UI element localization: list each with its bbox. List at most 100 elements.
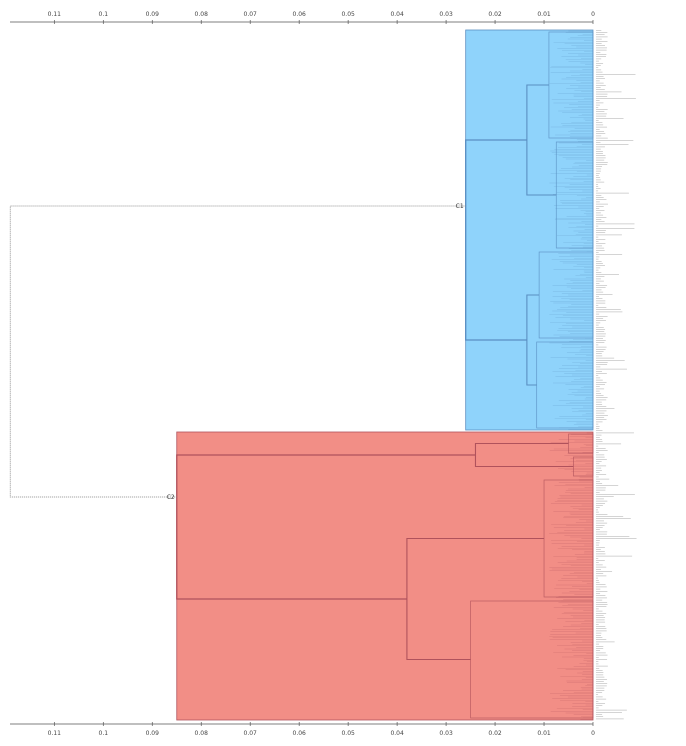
bottom-axis-tick-label-9: 0.02 bbox=[488, 730, 502, 737]
leaf-label bbox=[596, 338, 603, 339]
leaf-label bbox=[596, 34, 605, 35]
leaf-label bbox=[596, 661, 599, 662]
leaf-label bbox=[596, 489, 606, 491]
leaf-label bbox=[596, 173, 600, 174]
leaf-label bbox=[596, 140, 634, 141]
leaf-label bbox=[596, 111, 605, 112]
leaf-label bbox=[596, 256, 600, 258]
leaf-label bbox=[596, 478, 610, 480]
leaf-label bbox=[596, 126, 608, 128]
leaf-label bbox=[596, 113, 607, 115]
leaf-label bbox=[596, 467, 602, 469]
leaf-label bbox=[596, 283, 600, 284]
leaf-label bbox=[596, 692, 603, 693]
leaf-label bbox=[596, 505, 603, 506]
leaf-label bbox=[596, 487, 606, 489]
leaf-label bbox=[596, 419, 607, 420]
leaf-label bbox=[596, 65, 601, 66]
leaf-label bbox=[596, 124, 604, 126]
leaf-label bbox=[596, 362, 608, 363]
leaf-label bbox=[596, 536, 630, 537]
leaf-label bbox=[596, 93, 608, 95]
leaf-label bbox=[596, 610, 603, 612]
leaf-label bbox=[596, 558, 599, 559]
leaf-label bbox=[596, 588, 601, 590]
leaf-label bbox=[596, 454, 605, 456]
leaf-label bbox=[596, 267, 601, 269]
leaf-label bbox=[596, 203, 608, 205]
leaf-label bbox=[596, 676, 605, 678]
leaf-label bbox=[596, 45, 605, 46]
leaf-label bbox=[596, 404, 603, 405]
leaf-label bbox=[596, 494, 635, 495]
leaf-label bbox=[596, 230, 606, 231]
leaf-label bbox=[596, 654, 608, 656]
leaf-label bbox=[596, 637, 603, 638]
leaf-label bbox=[596, 38, 602, 40]
leaf-label bbox=[596, 542, 600, 544]
cluster-leaves-1 bbox=[549, 432, 593, 720]
leaf-label bbox=[596, 54, 607, 55]
leaf-label bbox=[596, 571, 613, 572]
leaf-label bbox=[596, 195, 602, 196]
leaf-label bbox=[596, 628, 607, 629]
leaf-label bbox=[596, 718, 624, 720]
leaf-label bbox=[596, 474, 607, 475]
leaf-label bbox=[596, 322, 601, 324]
leaf-label bbox=[596, 353, 602, 354]
leaf-label bbox=[596, 452, 599, 453]
leaf-labels bbox=[596, 30, 637, 720]
leaf-label bbox=[596, 518, 631, 519]
cluster-outline-1 bbox=[176, 431, 594, 721]
leaf-label bbox=[596, 437, 600, 438]
leaf-label bbox=[596, 698, 607, 700]
leaf-label bbox=[596, 525, 605, 526]
top-axis-tick-label-11: 0 bbox=[591, 11, 595, 18]
leaf-label bbox=[596, 232, 606, 233]
leaf-label bbox=[596, 236, 599, 238]
leaf-label bbox=[596, 340, 606, 341]
leaf-label bbox=[596, 672, 604, 673]
leaf-label bbox=[596, 529, 600, 530]
bottom-axis-tick-label-7: 0.04 bbox=[390, 730, 404, 737]
leaf-label bbox=[596, 632, 602, 634]
leaf-label bbox=[596, 201, 600, 203]
leaf-label bbox=[596, 540, 600, 541]
leaf-label bbox=[596, 219, 602, 220]
leaf-label bbox=[596, 643, 600, 645]
leaf-label bbox=[596, 617, 606, 618]
leaf-label bbox=[596, 234, 622, 236]
leaf-label bbox=[596, 250, 605, 251]
leaf-label bbox=[596, 217, 607, 218]
leaf-label bbox=[596, 569, 601, 570]
leaf-label bbox=[596, 49, 607, 51]
leaf-label bbox=[596, 164, 608, 165]
leaf-label bbox=[596, 289, 602, 291]
leaf-label bbox=[596, 52, 601, 53]
leaf-label bbox=[596, 384, 606, 385]
leaf-label bbox=[596, 577, 599, 579]
leaf-label bbox=[596, 615, 604, 616]
leaf-label bbox=[596, 509, 599, 511]
leaf-label bbox=[596, 463, 600, 464]
leaf-label bbox=[596, 208, 600, 209]
leaf-label bbox=[596, 107, 599, 108]
leaf-label bbox=[596, 210, 605, 211]
leaf-label bbox=[596, 175, 599, 176]
leaf-label bbox=[596, 382, 607, 383]
leaf-label bbox=[596, 276, 605, 277]
leaf-label bbox=[596, 274, 619, 275]
leaf-label bbox=[596, 538, 637, 539]
subcluster-bracket-0-0 bbox=[526, 84, 557, 196]
leaf-label bbox=[596, 492, 600, 493]
leaf-label bbox=[596, 360, 625, 361]
leaf-label bbox=[596, 261, 602, 262]
cluster-block-0 bbox=[465, 30, 593, 430]
leaf-label bbox=[596, 135, 602, 137]
leaf-label bbox=[596, 199, 607, 200]
leaf-label bbox=[596, 432, 634, 434]
bottom-axis-tick-label-4: 0.07 bbox=[244, 730, 258, 737]
leaf-label bbox=[596, 344, 599, 346]
leaf-label bbox=[596, 500, 608, 502]
leaf-label bbox=[596, 423, 599, 425]
